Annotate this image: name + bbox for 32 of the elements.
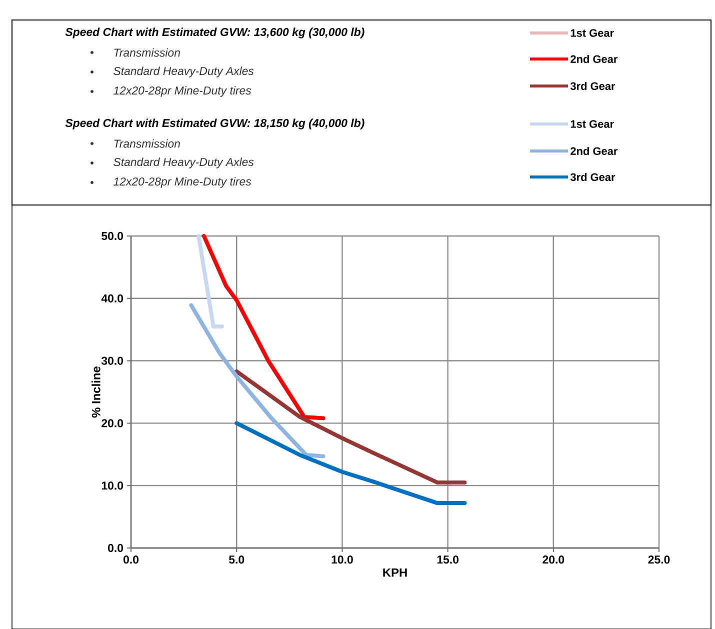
legend-label: 2nd Gear [570, 54, 618, 64]
y-axis-title: % Incline [92, 366, 100, 418]
y-tick-label: 0.0 [108, 544, 124, 552]
line-series [234, 421, 467, 506]
x-tick-label: 20.0 [542, 556, 564, 564]
text: Speed Chart with Estimated GVW: 13,600 kg (30,000 lb) [65, 28, 364, 38]
y-tick-label: 50.0 [102, 232, 124, 240]
text: 12x20-28pr Mine-Duty tires [114, 86, 252, 97]
y-tick-label: 10.0 [102, 482, 124, 490]
line-series [189, 303, 326, 458]
legend-label: 3rd Gear [570, 172, 616, 182]
legend-label: 1st Gear [570, 120, 614, 128]
y-tick-label: 30.0 [101, 356, 124, 365]
legend-label: 2nd Gear [570, 146, 618, 156]
legend-label: 1st Gear [570, 29, 614, 37]
text: Transmission [114, 139, 180, 148]
x-tick-label: 15.0 [437, 556, 458, 564]
y-tick-label: 40.0 [101, 294, 124, 302]
text: Standard Heavy-Duty Axles [114, 158, 254, 168]
text: 12x20-28pr Mine-Duty tires [114, 177, 252, 188]
text: Speed Chart with Estimated GVW: 18,150 kg (40,000 lb) [65, 118, 364, 130]
text: Standard Heavy-Duty Axles [114, 66, 254, 78]
x-tick-label: 25.0 [648, 556, 670, 564]
x-tick-label: 10.0 [332, 556, 353, 564]
x-axis-title: KPH [383, 568, 407, 577]
x-tick-label: 0.0 [123, 556, 139, 564]
line-series [234, 369, 467, 484]
text: Transmission [114, 48, 180, 57]
x-tick-label: 5.0 [229, 556, 244, 564]
line-series [202, 234, 326, 420]
y-tick-label: 20.0 [102, 419, 124, 428]
legend-label: 3rd Gear [570, 82, 616, 90]
